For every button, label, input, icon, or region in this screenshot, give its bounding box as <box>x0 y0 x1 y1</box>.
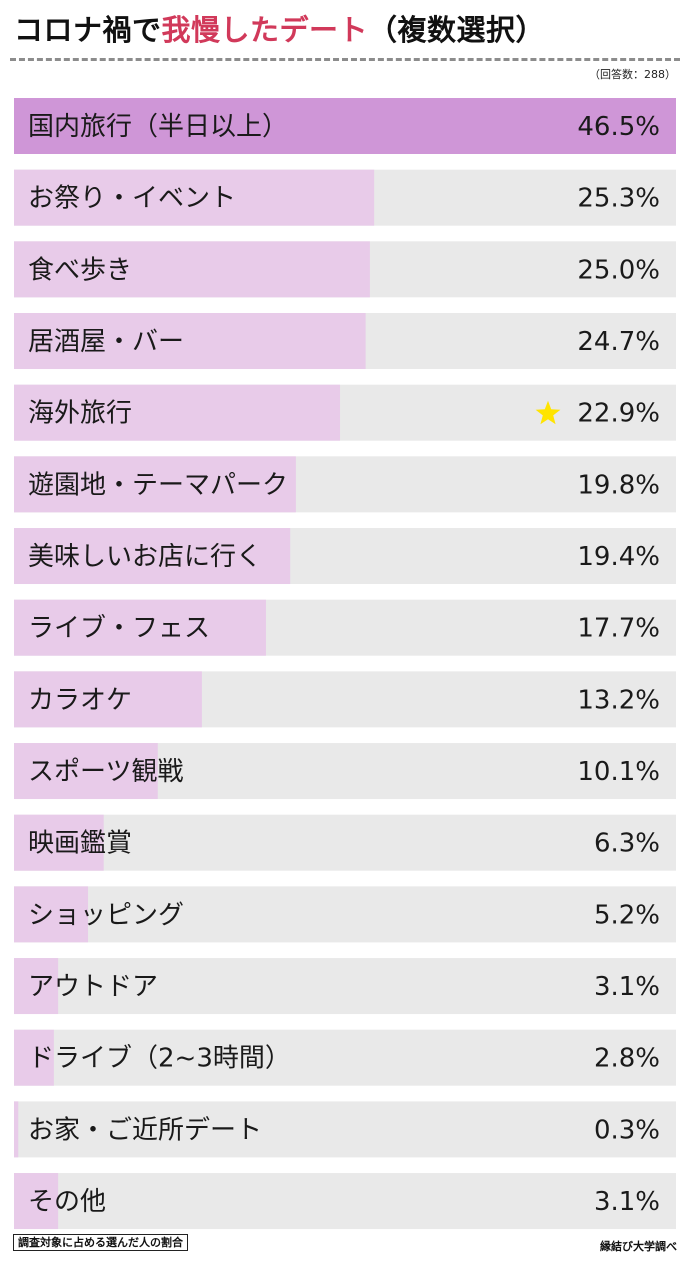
bar <box>14 313 366 370</box>
category-label: 海外旅行 <box>28 399 132 429</box>
source-credit: 縁結び大学調べ <box>600 1240 677 1253</box>
category-label: カラオケ <box>28 685 132 715</box>
bar-track <box>14 1173 676 1230</box>
bar <box>14 743 158 800</box>
bar-track <box>14 814 676 871</box>
value-label: 5.2% <box>594 900 660 930</box>
title-accent: 我慢したデート <box>161 13 369 47</box>
value-label: 24.7% <box>577 327 660 357</box>
category-label: アウトドア <box>28 972 158 1002</box>
category-label: 居酒屋・バー <box>28 327 184 357</box>
value-label: 19.4% <box>577 542 660 572</box>
bar <box>14 528 291 585</box>
category-label: 食べ歩き <box>28 255 132 285</box>
chart-title: コロナ禍で我慢したデート（複数選択） <box>14 10 545 50</box>
bar-track <box>14 886 676 943</box>
footnote: 調査対象に占める選んだ人の割合 <box>13 1234 188 1251</box>
category-label: 美味しいお店に行く <box>28 542 262 572</box>
star-icon <box>535 400 561 425</box>
value-label: 25.3% <box>577 184 660 214</box>
bar <box>14 671 202 728</box>
bar <box>14 886 89 943</box>
value-label: 0.3% <box>594 1115 660 1145</box>
dashed-divider <box>10 58 680 61</box>
bar <box>14 599 266 656</box>
category-label: ライブ・フェス <box>28 614 210 644</box>
category-label: 映画鑑賞 <box>28 829 132 859</box>
title-part2: （複数選択） <box>368 13 546 47</box>
sample-size: （回答数：288） <box>589 68 676 81</box>
bar <box>14 1101 19 1158</box>
value-label: 10.1% <box>577 757 660 787</box>
value-label: 19.8% <box>577 470 660 500</box>
bar-track <box>14 1029 676 1086</box>
bar <box>14 958 59 1015</box>
value-label: 22.9% <box>577 399 660 429</box>
bar-track <box>14 958 676 1015</box>
category-label: 国内旅行（半日以上） <box>28 112 288 142</box>
value-label: 2.8% <box>594 1044 660 1074</box>
category-label: スポーツ観戦 <box>28 757 183 787</box>
category-label: お家・ご近所デート <box>28 1115 262 1145</box>
value-label: 6.3% <box>594 829 660 859</box>
bar <box>14 456 296 513</box>
bar <box>14 241 370 298</box>
bar <box>14 98 676 154</box>
title-part1: コロナ禍で <box>14 13 162 47</box>
value-label: 17.7% <box>577 614 660 644</box>
category-label: 遊園地・テーマパーク <box>28 470 288 500</box>
bar <box>14 814 104 871</box>
category-label: ドライブ（2~3時間） <box>28 1044 291 1074</box>
value-label: 46.5% <box>577 112 660 142</box>
category-label: お祭り・イベント <box>28 184 236 214</box>
value-label: 25.0% <box>577 255 660 285</box>
value-label: 13.2% <box>577 685 660 715</box>
bar <box>14 169 375 226</box>
bar <box>14 384 341 441</box>
bar-track <box>14 1101 676 1158</box>
bar <box>14 1173 59 1230</box>
category-label: ショッピング <box>28 900 184 930</box>
bar <box>14 1029 54 1086</box>
value-label: 3.1% <box>594 1187 660 1217</box>
value-label: 3.1% <box>594 972 660 1002</box>
category-label: その他 <box>28 1187 106 1217</box>
